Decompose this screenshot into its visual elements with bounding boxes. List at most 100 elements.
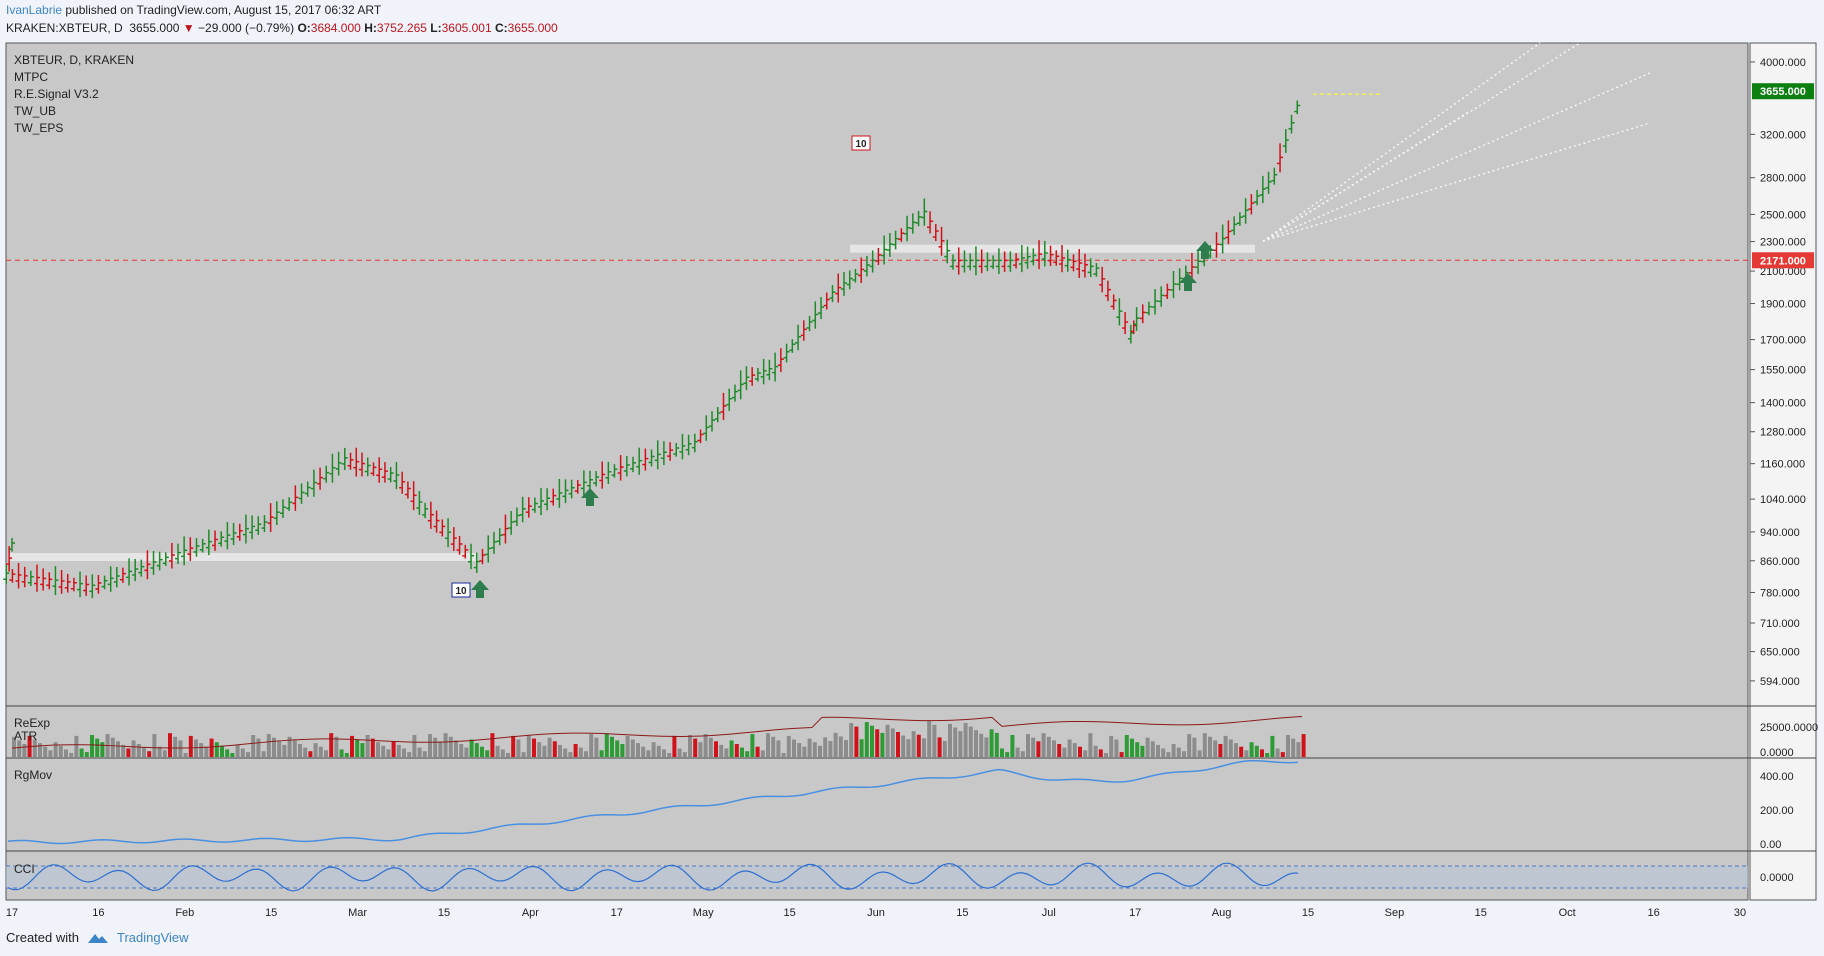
- price-bar: [777, 348, 784, 372]
- legend-entry-4: TW_EPS: [14, 121, 63, 135]
- price-bar: [335, 451, 342, 476]
- x-tick-label-20: 30: [1734, 907, 1746, 919]
- x-tick-label-6: Apr: [522, 907, 539, 919]
- tradingview-logo-icon: [87, 933, 108, 943]
- price-bar: [1145, 301, 1152, 316]
- price-bar: [1170, 270, 1177, 299]
- x-tick-label-9: 15: [783, 907, 795, 919]
- x-tick-label-18: Oct: [1559, 907, 1576, 919]
- volume-bar: [157, 746, 162, 757]
- volume-bar: [402, 748, 406, 757]
- price-bar: [1036, 240, 1043, 270]
- volume-bar: [516, 739, 521, 757]
- price-bar: [329, 453, 336, 483]
- x-tick-label-10: Jun: [867, 907, 885, 919]
- volume-bar: [521, 752, 526, 757]
- volume-bar: [584, 751, 588, 757]
- volume-bar: [896, 732, 900, 757]
- price-bar: [898, 228, 905, 242]
- tradingview-link[interactable]: TradingView: [116, 930, 189, 945]
- price-bar: [754, 367, 761, 382]
- price-bar: [224, 522, 231, 550]
- volume-bar: [454, 740, 458, 757]
- volume-bar: [152, 734, 157, 757]
- volume-bar: [485, 750, 490, 757]
- symbol-line: KRAKEN:XBTEUR, D 3655.000 ▼ −29.000 (−0.…: [6, 21, 558, 35]
- volume-bar: [880, 732, 885, 757]
- volume-bar: [334, 736, 339, 757]
- publish-line: IvanLabrie published on TradingView.com,…: [6, 3, 381, 17]
- volume-bar: [235, 744, 240, 757]
- volume-bar: [708, 737, 713, 757]
- volume-bar: [100, 742, 105, 757]
- volume-bar: [875, 729, 880, 757]
- price-bar: [1041, 240, 1048, 267]
- price-bar: [766, 359, 773, 381]
- volume-bar: [760, 750, 765, 757]
- price-bar: [404, 481, 411, 499]
- volume-bar: [1083, 750, 1088, 757]
- volume-bar: [916, 734, 921, 757]
- price-bar: [1152, 289, 1159, 315]
- volume-bar: [1171, 744, 1176, 757]
- author-link[interactable]: IvanLabrie: [6, 3, 63, 17]
- fan-line-2: [1262, 72, 1651, 242]
- price-bar: [27, 570, 34, 586]
- price-bar: [1024, 246, 1031, 269]
- volume-bar: [1234, 743, 1238, 757]
- y-tick-label-3: 2500.000: [1760, 209, 1806, 221]
- volume-bar: [412, 735, 417, 757]
- fan-line-0: [1262, 42, 1541, 242]
- volume-bar: [474, 743, 479, 757]
- volume-bar: [1041, 733, 1046, 757]
- price-bar: [393, 461, 400, 490]
- price-axis-background: [1749, 42, 1817, 901]
- volume-bar: [1104, 753, 1108, 757]
- volume-bar: [220, 745, 224, 757]
- volume-bar: [126, 748, 131, 757]
- volume-bar: [448, 736, 453, 757]
- volume-bar: [667, 753, 672, 757]
- volume-bar: [1254, 745, 1259, 757]
- price-bar: [1104, 280, 1111, 302]
- volume-bar: [292, 740, 297, 757]
- price-bar: [550, 488, 557, 506]
- high-label: H:: [364, 21, 377, 35]
- volume-bar: [386, 749, 391, 757]
- price-bar: [823, 292, 830, 310]
- volume-bar: [469, 739, 474, 757]
- volume-bar: [391, 741, 396, 757]
- x-tick-label-17: 15: [1475, 907, 1487, 919]
- rgmov-axis-label-2: 0.00: [1760, 839, 1781, 851]
- volume-bar: [131, 740, 136, 757]
- cci-line: [7, 862, 1299, 892]
- cci-band: [6, 866, 1748, 888]
- price-bar: [1081, 253, 1088, 278]
- volume-bar: [1270, 735, 1275, 757]
- volume-bar: [1166, 752, 1171, 757]
- volume-bar: [547, 737, 552, 757]
- volume-bar: [797, 743, 802, 757]
- volume-bar: [433, 737, 438, 757]
- volume-bar: [677, 748, 682, 757]
- price-bar: [376, 457, 383, 483]
- volume-bar: [864, 722, 869, 757]
- volume-bar: [459, 744, 464, 757]
- volume-bar: [1135, 742, 1140, 757]
- x-tick-label-8: May: [693, 907, 714, 919]
- price-bar: [1018, 244, 1025, 273]
- price-bar: [795, 324, 802, 351]
- price-bar: [568, 479, 575, 499]
- price-bar: [1282, 129, 1289, 153]
- price-bar: [1116, 298, 1123, 326]
- legend-entry-0: XBTEUR, D, KRAKEN: [14, 53, 134, 67]
- volume-bar: [355, 739, 360, 757]
- price-bar: [909, 213, 916, 234]
- pane-label-reexp: ReExp: [14, 716, 50, 730]
- volume-axis-label-1: 0.0000: [1760, 747, 1794, 759]
- x-tick-label-14: Aug: [1212, 907, 1232, 919]
- volume-bar: [246, 752, 250, 757]
- price-bar: [846, 270, 853, 290]
- volume-bar: [1036, 741, 1041, 757]
